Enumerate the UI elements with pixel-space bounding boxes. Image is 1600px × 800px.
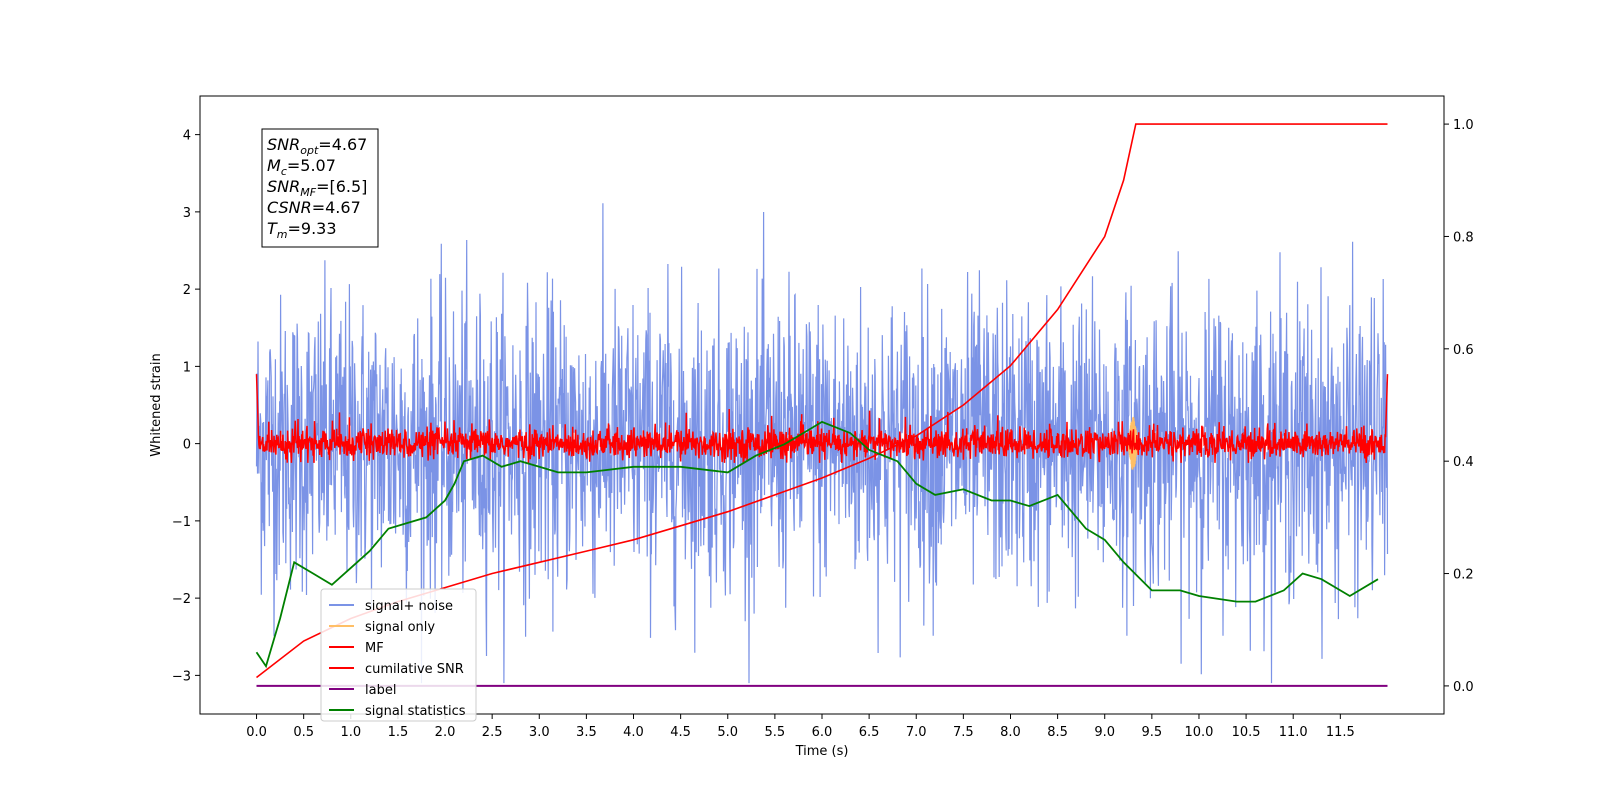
annotation-line: CSNR=4.67 <box>267 198 361 217</box>
y2-tick-label: 0.8 <box>1453 230 1474 245</box>
x-tick-label: 2.5 <box>482 725 503 740</box>
y2-tick-label: 0.0 <box>1453 680 1474 695</box>
x-tick-label: 9.0 <box>1094 725 1115 740</box>
x-tick-label: 3.0 <box>529 725 550 740</box>
y2-tick-label: 0.6 <box>1453 343 1474 358</box>
series-signal-plus-noise <box>255 203 1389 684</box>
y2-tick-label: 0.4 <box>1453 455 1474 470</box>
x-tick-label: 8.5 <box>1047 725 1068 740</box>
legend-label: MF <box>365 641 384 656</box>
x-tick-label: 10.0 <box>1184 725 1213 740</box>
legend-label: cumilative SNR <box>365 662 464 677</box>
x-tick-label: 7.5 <box>953 725 974 740</box>
y-tick-label: −2 <box>172 592 191 607</box>
x-tick-label: 11.0 <box>1279 725 1308 740</box>
y-axis-label: Whitened strain <box>149 353 164 456</box>
series-signal-statistics <box>255 420 1379 669</box>
x-tick-label: 0.5 <box>293 725 314 740</box>
annotation-line: SNRopt=4.67 <box>267 135 367 157</box>
x-tick-label: 4.5 <box>670 725 691 740</box>
x-tick-label: 4.0 <box>623 725 644 740</box>
legend-label: signal only <box>365 620 435 635</box>
x-tick-label: 5.5 <box>765 725 786 740</box>
y2-tick-label: 1.0 <box>1453 118 1474 133</box>
x-axis-label: Time (s) <box>795 744 849 759</box>
x-tick-label: 2.0 <box>435 725 456 740</box>
x-axis: 0.0 0.5 1.0 1.5 2.0 2.5 3.0 3.5 4.0 4.5 5.0 5.5 6.0 6… <box>246 714 1355 740</box>
annotation-line: Mc=5.07 <box>267 156 336 178</box>
y-tick-label: −3 <box>172 669 191 684</box>
x-tick-label: 3.5 <box>576 725 597 740</box>
legend: signal+ noise signal only MF cumilative SNR… <box>320 588 477 722</box>
legend-frame <box>320 588 477 722</box>
y2-tick-label: 0.2 <box>1453 568 1474 583</box>
annotation-line: SNRMF=[6.5] <box>267 177 367 199</box>
y-tick-label: 4 <box>183 129 191 144</box>
x-tick-label: 1.0 <box>340 725 361 740</box>
legend-label: label <box>365 683 396 698</box>
legend-label: signal statistics <box>365 704 466 719</box>
annotation-line: Tm=9.33 <box>267 219 337 241</box>
x-tick-label: 6.0 <box>812 725 833 740</box>
x-tick-label: 1.5 <box>388 725 409 740</box>
y-tick-label: 2 <box>183 283 191 298</box>
x-tick-label: 5.0 <box>717 725 738 740</box>
y-axis-left: −3 −2 −1 0 1 2 3 4 <box>172 129 200 684</box>
y-tick-label: 0 <box>183 438 191 453</box>
x-tick-label: 8.0 <box>1000 725 1021 740</box>
x-tick-label: 9.5 <box>1142 725 1163 740</box>
x-tick-label: 10.5 <box>1232 725 1261 740</box>
y-tick-label: −1 <box>172 515 191 530</box>
x-tick-label: 11.5 <box>1326 725 1355 740</box>
legend-label: signal+ noise <box>365 599 453 614</box>
y-tick-label: 1 <box>183 360 191 375</box>
x-tick-label: 0.0 <box>246 725 267 740</box>
y-tick-label: 3 <box>183 206 191 221</box>
y-axis-right: 0.0 0.2 0.4 0.6 0.8 1.0 <box>1444 118 1474 695</box>
x-tick-label: 6.5 <box>859 725 880 740</box>
x-tick-label: 7.0 <box>906 725 927 740</box>
series-mf <box>255 374 1389 464</box>
annotation-frame <box>261 128 379 248</box>
